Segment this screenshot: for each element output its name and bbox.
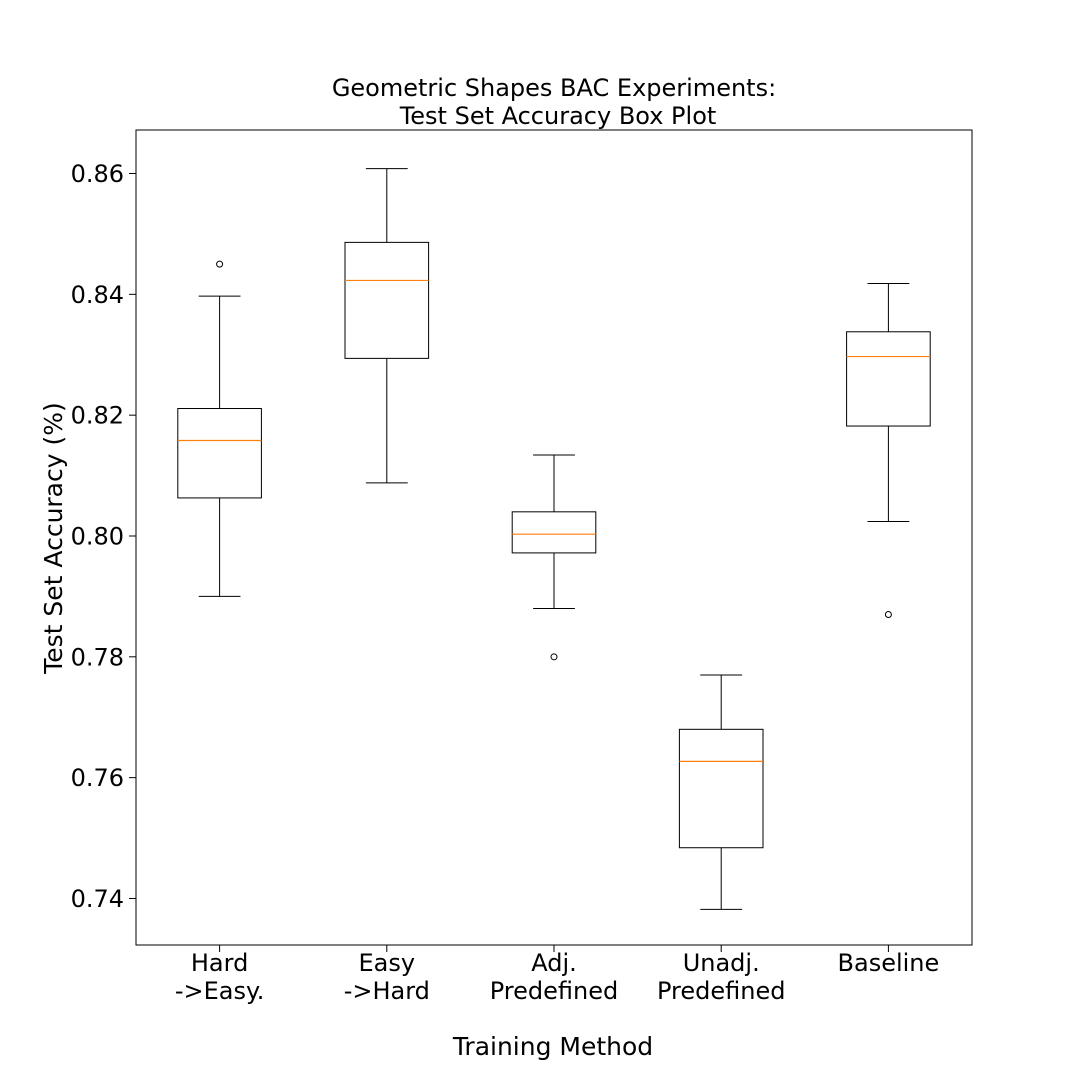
y-tick-label: 0.80 — [71, 522, 124, 550]
y-tick-label: 0.76 — [71, 764, 124, 792]
chart-title-line-2: Test Set Accuracy Box Plot — [399, 102, 717, 130]
outlier-point — [550, 653, 558, 661]
x-tick-label: Predefined — [490, 977, 618, 1005]
x-tick-label: Predefined — [657, 977, 785, 1005]
x-axis-label: Training Method — [452, 1032, 653, 1061]
y-tick-label: 0.86 — [71, 160, 124, 188]
y-axis-label: Test Set Accuracy (%) — [39, 402, 68, 675]
box-iqr — [177, 408, 262, 499]
x-tick-label: Adj. — [531, 949, 577, 977]
y-tick-label: 0.84 — [71, 281, 124, 309]
chart-title-line-1: Geometric Shapes BAC Experiments: — [332, 74, 776, 102]
plot-area: 0.74 0.76 0.78 0.80 0.82 0.84 0.86 Hard->Easy. E… — [71, 160, 940, 1005]
x-tick-label: ->Hard — [344, 977, 430, 1005]
y-tick-label: 0.78 — [71, 643, 124, 671]
box-iqr — [344, 241, 430, 359]
y-tick-label: 0.74 — [71, 885, 124, 913]
box-iqr — [511, 511, 597, 554]
x-tick-label: Hard — [191, 949, 248, 977]
x-tick-label: Easy — [359, 949, 416, 977]
outlier-point — [216, 260, 224, 268]
y-tick-label: 0.82 — [71, 402, 124, 430]
x-tick-label: ->Easy. — [175, 977, 265, 1005]
x-tick-label: Unadj. — [683, 949, 760, 977]
x-tick-label: Baseline — [838, 949, 940, 977]
box-iqr — [678, 728, 764, 849]
axes-frame — [135, 129, 973, 946]
box-iqr — [846, 331, 931, 427]
outlier-point — [884, 611, 892, 619]
